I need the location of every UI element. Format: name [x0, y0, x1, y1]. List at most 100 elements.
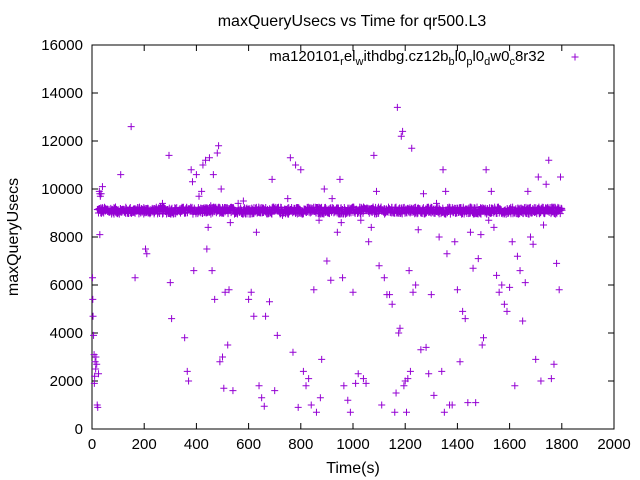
data-point: [333, 228, 341, 236]
data-point: [265, 298, 273, 306]
y-tick-label: 8000: [50, 229, 83, 246]
data-point: [219, 353, 226, 361]
data-point: [405, 267, 413, 275]
x-axis-label: Time(s): [326, 460, 380, 477]
data-point: [292, 161, 300, 169]
x-tick-label: 400: [184, 436, 209, 453]
y-tick-labels: 0 2000 4000 6000 8000 10000 12000 14000 16000: [41, 37, 83, 438]
data-point: [427, 291, 435, 299]
data-point: [487, 187, 495, 195]
data-point: [367, 223, 375, 231]
x-tick-label: 1400: [441, 436, 474, 453]
data-point: [521, 279, 529, 287]
data-point: [224, 210, 232, 218]
data-point: [403, 408, 411, 416]
data-point: [408, 144, 416, 152]
data-point: [307, 401, 315, 409]
data-point: [396, 324, 404, 332]
data-point: [190, 267, 198, 275]
data-point: [224, 341, 232, 349]
x-tick-label: 600: [236, 436, 261, 453]
data-point: [553, 259, 561, 267]
data-point: [245, 295, 253, 303]
data-point: [192, 171, 200, 179]
data-point: [229, 387, 237, 395]
data-point: [399, 127, 407, 135]
data-point: [435, 233, 443, 241]
data-point: [442, 187, 450, 195]
data-point: [198, 187, 206, 195]
data-point: [412, 281, 420, 289]
data-point: [495, 288, 503, 296]
data-point: [89, 274, 97, 282]
data-point: [337, 219, 345, 227]
data-point: [252, 228, 260, 236]
data-point: [239, 197, 247, 205]
data-point: [312, 408, 320, 416]
data-point: [391, 408, 399, 416]
data-point: [203, 245, 211, 253]
data-point: [480, 334, 487, 342]
data-point: [477, 231, 485, 239]
data-point: [339, 274, 347, 282]
data-point: [92, 365, 100, 373]
y-tick-label: 6000: [50, 277, 83, 294]
data-point: [354, 370, 362, 378]
data-point: [425, 370, 433, 378]
data-point: [472, 399, 480, 407]
data-point: [92, 353, 100, 361]
data-point: [558, 206, 566, 214]
y-tick-label: 16000: [41, 37, 83, 54]
data-point: [433, 199, 441, 207]
data-point: [204, 223, 212, 231]
data-point: [187, 166, 195, 174]
plot-frame: [91, 44, 615, 430]
data-point: [375, 262, 383, 270]
data-point: [255, 382, 263, 390]
data-point: [508, 238, 516, 246]
legend-marker-plus: [571, 53, 579, 61]
data-point: [359, 375, 367, 383]
data-point: [365, 238, 373, 246]
data-point: [524, 187, 532, 195]
data-point: [529, 240, 537, 248]
y-tick-label: 10000: [41, 181, 83, 198]
data-point: [478, 341, 486, 349]
data-point: [323, 257, 331, 265]
data-point: [208, 267, 216, 275]
data-point: [526, 233, 534, 241]
data-point: [397, 132, 405, 140]
data-point: [461, 315, 469, 323]
data-point: [226, 219, 234, 227]
data-point: [357, 216, 365, 224]
data-point: [386, 291, 394, 299]
data-point: [519, 317, 527, 325]
data-point: [199, 161, 207, 169]
data-point: [234, 199, 242, 207]
y-tick-label: 0: [75, 421, 83, 438]
data-point: [466, 228, 474, 236]
data-point: [320, 185, 328, 193]
data-point: [286, 154, 294, 162]
data-point: [165, 151, 173, 159]
data-point: [295, 204, 303, 212]
data-point: [392, 203, 400, 211]
data-point: [91, 372, 99, 380]
data-point: [158, 199, 166, 207]
x-tick-label: 1800: [545, 436, 578, 453]
data-point: [256, 207, 264, 215]
data-point: [370, 151, 378, 159]
data-point: [490, 223, 498, 231]
data-point: [268, 210, 276, 218]
data-point: [534, 173, 542, 181]
data-point: [93, 360, 101, 368]
data-points: [89, 103, 566, 416]
axis-ticks: [91, 44, 615, 430]
data-point: [448, 401, 456, 409]
data-point: [516, 267, 524, 275]
data-point: [90, 379, 98, 387]
legend-marker: [571, 53, 579, 61]
data-point: [503, 307, 511, 315]
data-point: [131, 274, 139, 282]
